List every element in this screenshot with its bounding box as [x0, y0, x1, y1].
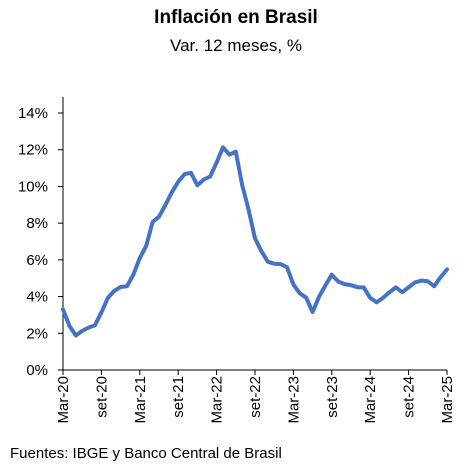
y-tick-label: 6%: [26, 252, 48, 269]
y-tick-label: 14%: [18, 105, 48, 122]
x-tick-label: Mar-25: [439, 376, 456, 424]
chart-title: Inflación en Brasil: [154, 7, 318, 28]
y-tick-label: 12%: [18, 142, 48, 159]
x-tick-label: set-24: [401, 376, 418, 418]
x-tick-label: Mar-20: [55, 376, 72, 424]
y-tick-label: 2%: [26, 325, 48, 342]
chart-subtitle: Var. 12 meses, %: [170, 36, 302, 55]
y-tick-label: 0%: [26, 362, 48, 379]
x-tick-label: Mar-24: [362, 376, 379, 424]
x-tick-label: set-23: [324, 376, 341, 418]
y-tick-label: 10%: [18, 178, 48, 195]
x-tick-label: set-21: [170, 376, 187, 418]
x-tick-label: set-22: [247, 376, 264, 418]
x-tick-label: Mar-22: [209, 376, 226, 424]
x-tick-label: Mar-21: [132, 376, 149, 424]
chart-source: Fuentes: IBGE y Banco Central de Brasil: [10, 445, 282, 462]
y-tick-label: 8%: [26, 215, 48, 232]
y-tick-label: 4%: [26, 289, 48, 306]
series-line: [61, 145, 449, 338]
x-tick-label: Mar-23: [285, 376, 302, 424]
x-tick-label: set-20: [93, 376, 110, 418]
